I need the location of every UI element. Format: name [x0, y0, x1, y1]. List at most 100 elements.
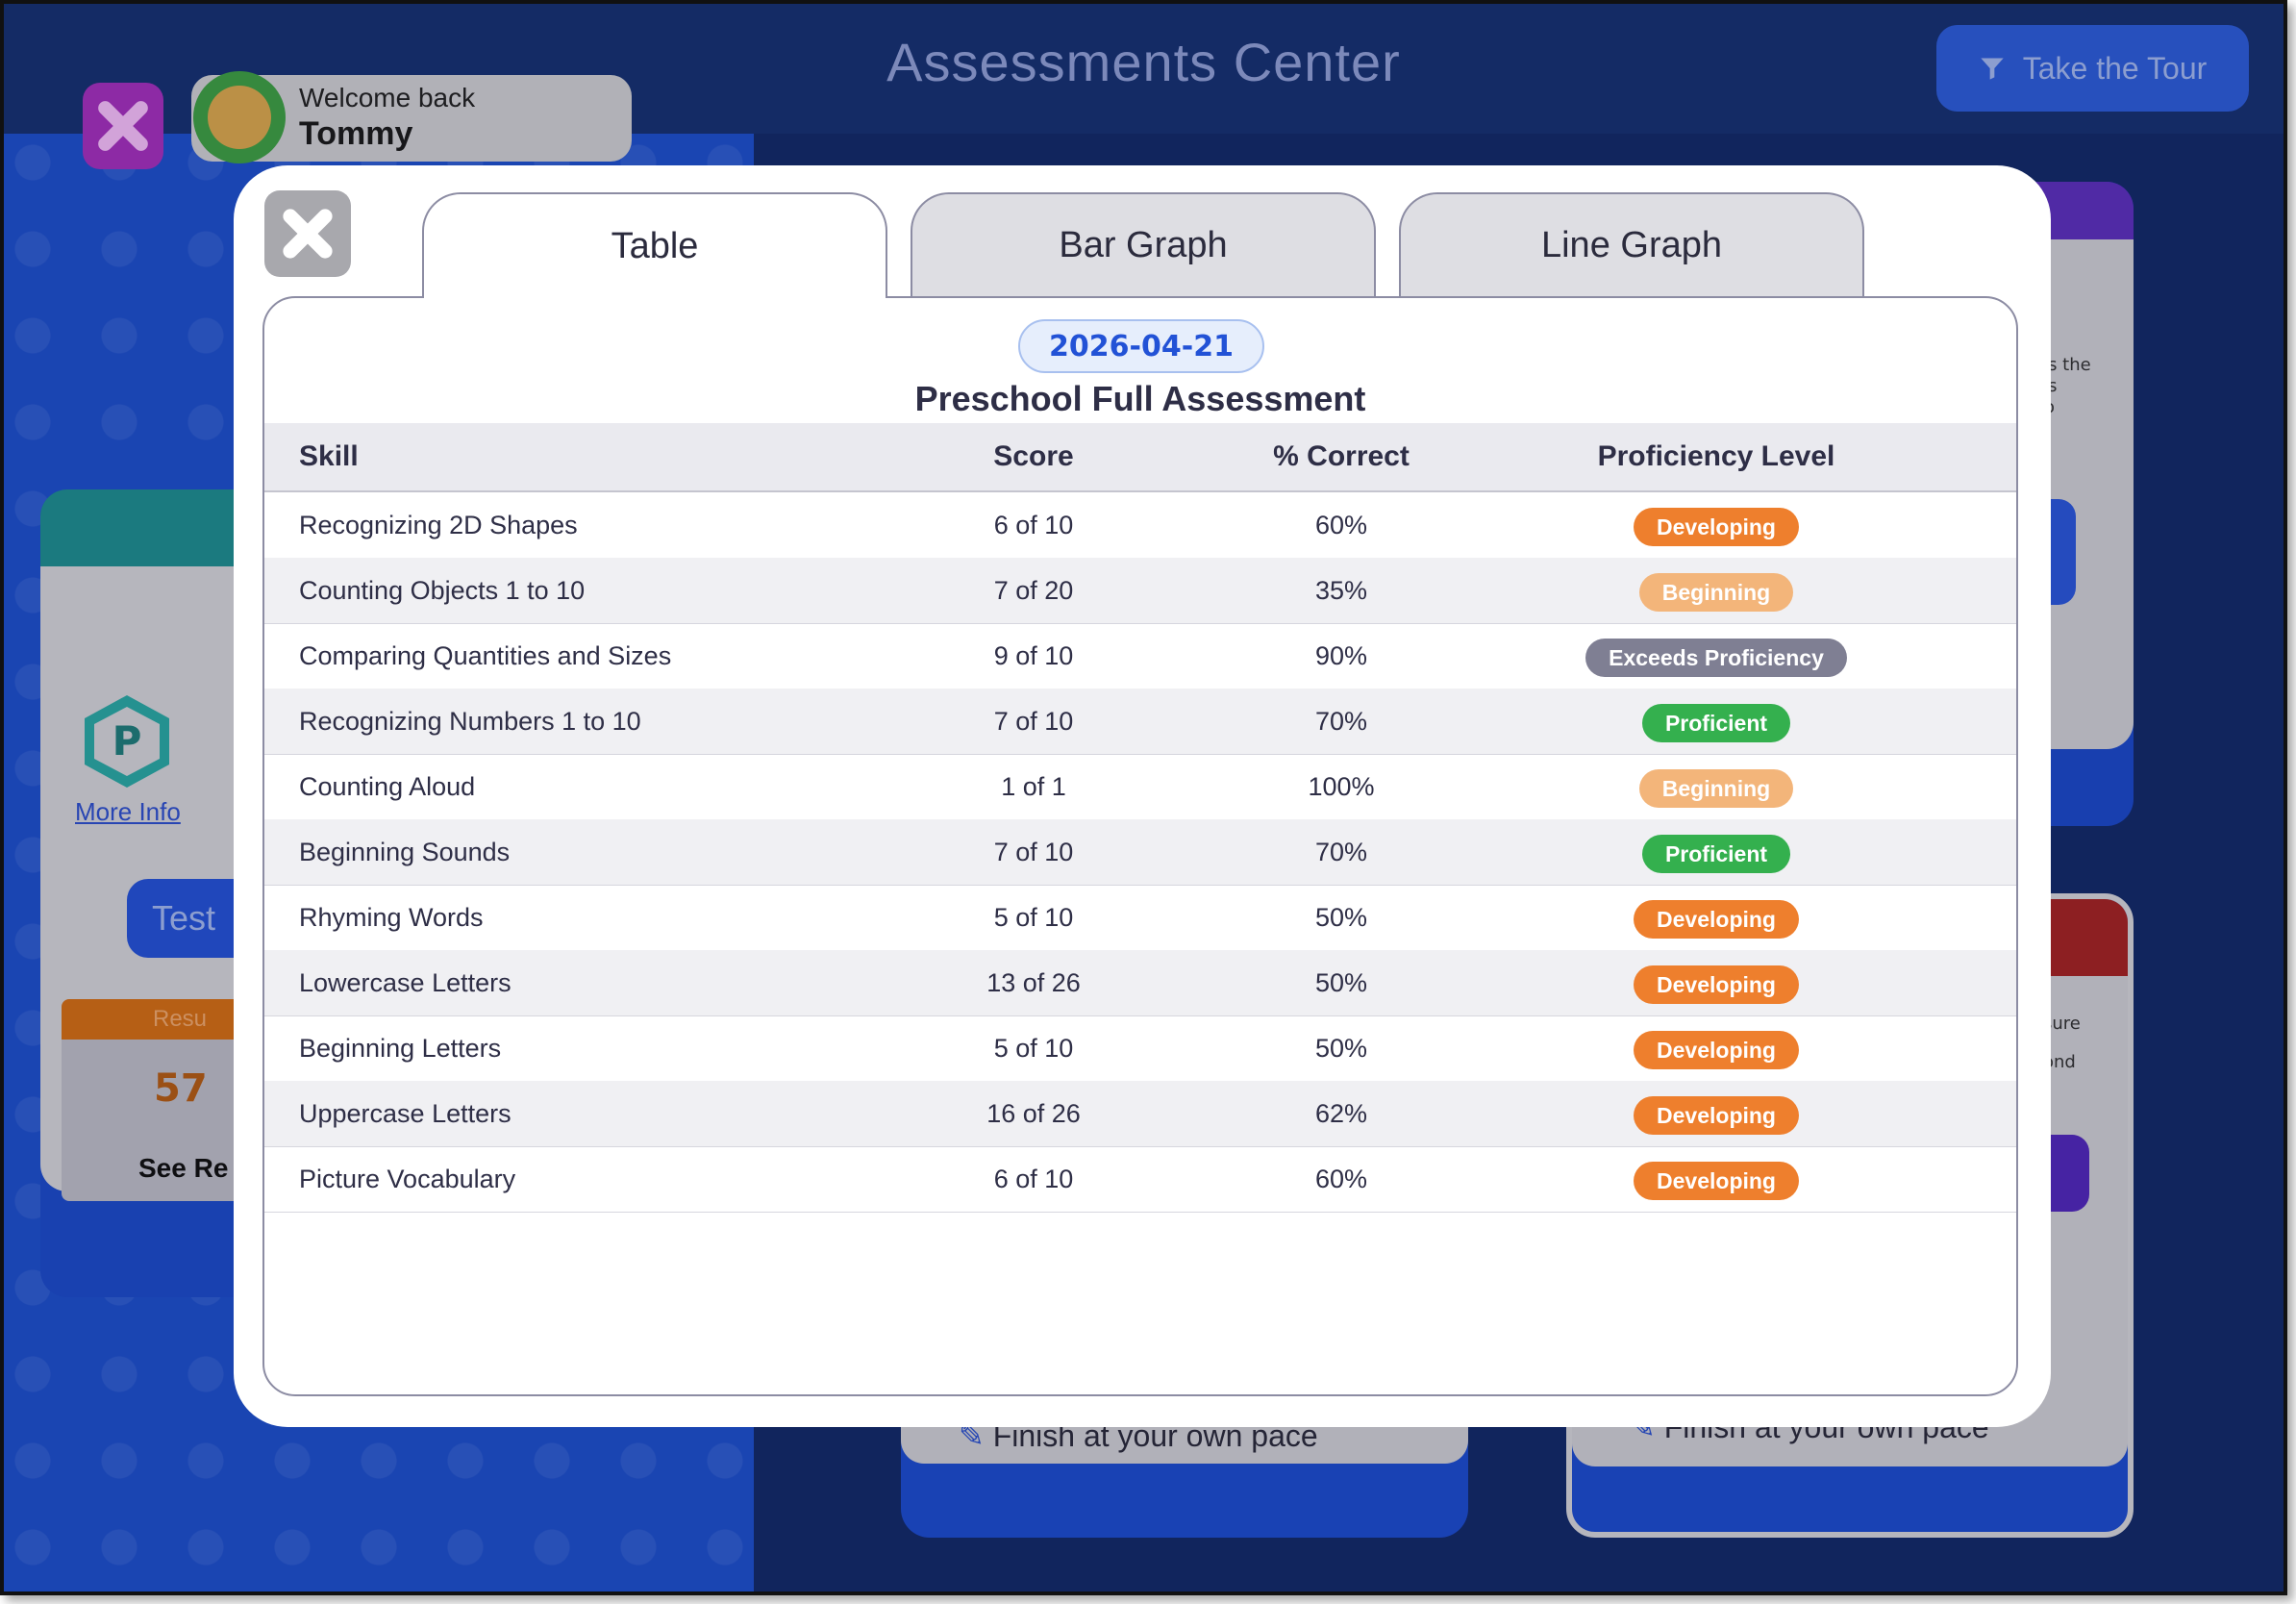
- proficiency-cell: Developing: [1514, 1081, 1918, 1146]
- tab-table[interactable]: Table: [422, 192, 887, 298]
- skill-cell: Beginning Sounds: [299, 838, 511, 866]
- table-row: Beginning Letters 5 of 10 50% Developing: [264, 1015, 2016, 1082]
- table-row: Rhyming Words 5 of 10 50% Developing: [264, 885, 2016, 951]
- column-header-percent: % Correct: [1273, 440, 1410, 472]
- score-cell: 7 of 10: [993, 707, 1074, 736]
- skill-cell: Recognizing 2D Shapes: [299, 511, 578, 539]
- percent-cell: 50%: [1314, 903, 1368, 932]
- table-row: Counting Objects 1 to 10 7 of 20 35% Beginn…: [264, 558, 2016, 624]
- table-row: Recognizing 2D Shapes 6 of 10 60% Developin…: [264, 492, 2016, 559]
- skill-cell: Picture Vocabulary: [299, 1165, 516, 1193]
- status-badge: Developing: [1634, 899, 1799, 939]
- proficiency-cell: Proficient: [1514, 689, 1918, 754]
- percent-cell: 70%: [1314, 838, 1368, 866]
- table-row: Picture Vocabulary 6 of 10 60% Developing: [264, 1146, 2016, 1213]
- percent-cell: 50%: [1314, 968, 1368, 997]
- percent-cell: 50%: [1314, 1034, 1368, 1063]
- table-row: Lowercase Letters 13 of 26 50% Developing: [264, 950, 2016, 1016]
- card-text-1: sure: [2043, 1014, 2081, 1034]
- date-badge: 2026-04-21: [1018, 319, 1264, 373]
- percent-cell: 70%: [1314, 707, 1368, 736]
- table-panel: 2026-04-21 Preschool Full Assessment Ski…: [262, 296, 2018, 1396]
- proficiency-cell: Beginning: [1514, 754, 1918, 819]
- page-title: Assessments Center: [886, 32, 1401, 92]
- score-cell: 13 of 26: [986, 968, 1081, 997]
- tab-line-graph[interactable]: Line Graph: [1399, 192, 1864, 296]
- score-cell: 5 of 10: [993, 903, 1074, 932]
- user-name: Tommy: [299, 115, 413, 152]
- status-badge: Proficient: [1641, 703, 1791, 742]
- score-cell: 5 of 10: [993, 1034, 1074, 1063]
- close-icon: [283, 209, 333, 259]
- percent-cell: 90%: [1314, 641, 1368, 670]
- percent-cell: 62%: [1314, 1099, 1368, 1128]
- table-header: Skill Score % Correct Proficiency Level: [264, 423, 2016, 492]
- score-cell: 6 of 10: [993, 511, 1074, 539]
- avatar[interactable]: [193, 71, 286, 163]
- skill-cell: Recognizing Numbers 1 to 10: [299, 707, 641, 736]
- percent-cell: 60%: [1314, 1165, 1368, 1193]
- status-badge: Beginning: [1638, 768, 1794, 808]
- modal-close-button[interactable]: [264, 190, 351, 277]
- app-close-button[interactable]: [83, 83, 163, 169]
- skill-cell: Beginning Letters: [299, 1034, 502, 1063]
- skill-cell: Counting Objects 1 to 10: [299, 576, 586, 605]
- results-percent: 57: [154, 1066, 208, 1111]
- table-row: Comparing Quantities and Sizes 9 of 10 90%…: [264, 623, 2016, 689]
- proficiency-cell: Exceeds Proficiency: [1514, 623, 1918, 689]
- p-badge-icon: P: [85, 695, 169, 788]
- score-cell: 16 of 26: [986, 1099, 1081, 1128]
- avatar-face: [208, 86, 271, 149]
- card-description: sure ond: [2043, 1005, 2081, 1082]
- status-badge: Exceeds Proficiency: [1585, 638, 1847, 677]
- table-row: Counting Aloud 1 of 1 100% Beginning: [264, 754, 2016, 820]
- take-tour-button[interactable]: Take the Tour: [1936, 25, 2249, 112]
- assessment-title: Preschool Full Assessment: [914, 379, 1366, 418]
- see-results-link[interactable]: See Re: [138, 1153, 229, 1183]
- status-badge: Proficient: [1641, 834, 1791, 873]
- proficiency-cell: Developing: [1514, 950, 1918, 1015]
- status-badge: Developing: [1634, 1161, 1799, 1200]
- status-badge: Developing: [1634, 1095, 1799, 1135]
- results-modal: Table Bar Graph Line Graph 2026-04-21 Pr…: [234, 165, 2051, 1427]
- score-cell: 6 of 10: [993, 1165, 1074, 1193]
- skill-cell: Uppercase Letters: [299, 1099, 512, 1128]
- tab-bar-graph[interactable]: Bar Graph: [911, 192, 1376, 296]
- score-cell: 7 of 10: [993, 838, 1074, 866]
- proficiency-cell: Developing: [1514, 492, 1918, 558]
- table-row: Uppercase Letters 16 of 26 62% Developing: [264, 1081, 2016, 1147]
- card-button[interactable]: [2051, 1135, 2089, 1212]
- table-row: Recognizing Numbers 1 to 10 7 of 10 70% Pro…: [264, 689, 2016, 755]
- skill-cell: Counting Aloud: [299, 772, 476, 801]
- proficiency-cell: Beginning: [1514, 558, 1918, 623]
- score-cell: 9 of 10: [993, 641, 1074, 670]
- welcome-text: Welcome back: [299, 83, 476, 113]
- column-header-skill: Skill: [299, 440, 359, 472]
- close-icon: [98, 101, 148, 151]
- percent-cell: 35%: [1314, 576, 1368, 605]
- take-tour-label: Take the Tour: [2022, 50, 2208, 86]
- table-row: Beginning Sounds 7 of 10 70% Proficient: [264, 819, 2016, 886]
- card-text-2: ond: [2043, 1052, 2076, 1072]
- more-info-link[interactable]: More Info: [75, 797, 181, 826]
- percent-cell: 60%: [1314, 511, 1368, 539]
- skill-cell: Rhyming Words: [299, 903, 484, 932]
- funnel-icon: [1981, 58, 2004, 80]
- column-header-score: Score: [993, 440, 1074, 472]
- status-badge: Developing: [1634, 1030, 1799, 1069]
- proficiency-cell: Developing: [1514, 1015, 1918, 1081]
- proficiency-cell: Developing: [1514, 1146, 1918, 1212]
- percent-cell: 100%: [1308, 772, 1375, 801]
- skill-cell: Lowercase Letters: [299, 968, 512, 997]
- status-badge: Developing: [1634, 965, 1799, 1004]
- score-cell: 7 of 20: [993, 576, 1074, 605]
- column-header-proficiency: Proficiency Level: [1597, 440, 1835, 472]
- proficiency-cell: Developing: [1514, 885, 1918, 950]
- status-badge: Developing: [1634, 507, 1799, 546]
- proficiency-cell: Proficient: [1514, 819, 1918, 885]
- skill-cell: Comparing Quantities and Sizes: [299, 641, 672, 670]
- score-cell: 1 of 1: [1001, 772, 1066, 801]
- svg-text:P: P: [112, 717, 142, 764]
- status-badge: Beginning: [1638, 572, 1794, 612]
